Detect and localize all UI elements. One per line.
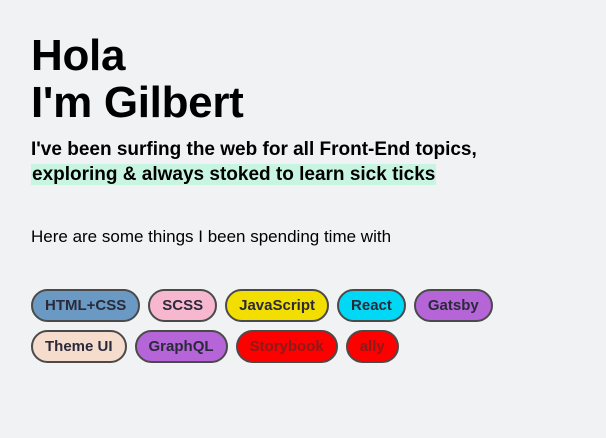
- page-title: Hola I'm Gilbert: [31, 32, 591, 126]
- name-line: I'm Gilbert: [31, 78, 244, 127]
- tag-storybook[interactable]: Storybook: [235, 330, 338, 363]
- tag-theme-ui[interactable]: Theme UI: [31, 330, 127, 363]
- intro-highlight: exploring & always stoked to learn sick …: [31, 164, 437, 185]
- page-content: Hola I'm Gilbert I've been surfing the w…: [31, 32, 591, 363]
- tag-react[interactable]: React: [337, 289, 406, 322]
- tag-scss[interactable]: SCSS: [148, 289, 218, 322]
- tag-javascript[interactable]: JavaScript: [225, 289, 330, 322]
- tag-graphql[interactable]: GraphQL: [134, 330, 228, 363]
- tag-gatsby[interactable]: Gatsby: [413, 289, 493, 322]
- intro-line-1: I've been surfing the web for all Front-…: [31, 139, 477, 160]
- tag-html-css[interactable]: HTML+CSS: [31, 289, 141, 322]
- things-subheading: Here are some things I been spending tim…: [31, 227, 392, 246]
- intro-line-2-wrapper: exploring & always stoked to learn sick …: [31, 162, 591, 187]
- greeting: Hola: [31, 31, 126, 80]
- intro-text: I've been surfing the web for all Front-…: [31, 137, 591, 187]
- tag-ally[interactable]: ally: [345, 330, 399, 363]
- tag-list: HTML+CSS SCSS JavaScript React Gatsby Th…: [31, 289, 531, 363]
